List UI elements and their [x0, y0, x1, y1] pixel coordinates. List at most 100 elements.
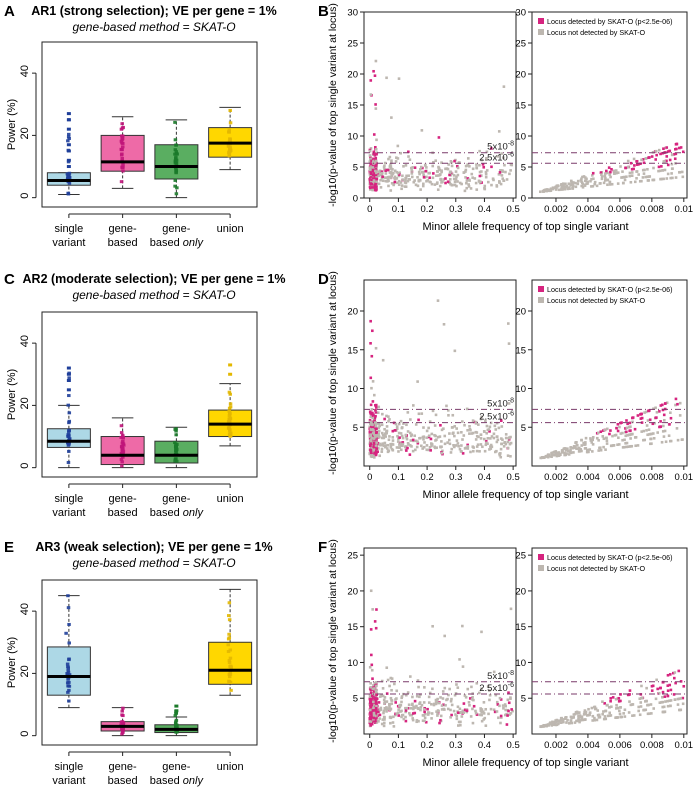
scatter-point — [485, 158, 489, 161]
threshold-label: 5x10-8 — [487, 670, 514, 682]
data-point — [120, 166, 125, 170]
scatter-point — [396, 711, 400, 715]
scatter-point — [600, 173, 603, 176]
data-point — [174, 169, 179, 173]
scatter-point — [666, 689, 670, 693]
scatter-point — [550, 721, 554, 725]
scatter-point — [407, 703, 411, 707]
scatter-point — [369, 704, 372, 708]
scatter-point — [478, 450, 481, 453]
scatter-point — [384, 179, 388, 183]
scatter-point — [380, 443, 384, 447]
scatter-point — [503, 703, 507, 706]
scatter-point — [452, 431, 455, 435]
scatter-point — [578, 448, 581, 451]
scatter-point — [638, 713, 642, 717]
scatter-point — [554, 188, 558, 191]
scatter-point — [450, 447, 454, 451]
scatter-point — [431, 176, 435, 180]
data-point — [67, 394, 71, 398]
scatter-point — [374, 59, 378, 63]
scatter-point — [419, 706, 423, 709]
scatter-point — [669, 704, 672, 708]
scatter-point — [369, 422, 372, 425]
outlier-point — [228, 363, 233, 367]
scatter-point — [371, 177, 375, 181]
y-tick-label: 20 — [515, 70, 526, 81]
scatter-point — [471, 707, 474, 711]
scatter-point — [448, 432, 451, 435]
scatter-point — [404, 447, 408, 451]
data-point — [67, 699, 71, 703]
scatter-point — [376, 450, 379, 453]
scatter-point — [419, 693, 422, 696]
scatter-point — [507, 436, 511, 440]
scatter-point — [450, 164, 454, 168]
scatter-point — [384, 706, 388, 710]
scatter-point — [415, 694, 419, 698]
y-tick-label: 5 — [521, 423, 526, 434]
scatter-point — [601, 429, 605, 432]
scatter-point — [431, 687, 434, 691]
scatter-point — [400, 715, 403, 719]
scatter-point — [674, 681, 677, 685]
scatter-point — [375, 441, 378, 444]
category-label: based only — [150, 775, 205, 787]
scatter-point — [462, 711, 465, 715]
scatter-point — [480, 174, 483, 177]
scatter-point — [681, 702, 685, 706]
scatter-point — [492, 708, 496, 712]
scatter-point — [370, 696, 374, 700]
y-tick-label: 40 — [19, 335, 31, 347]
scatter-point — [379, 708, 382, 711]
scatter-point — [542, 724, 546, 727]
scatter-point — [465, 186, 469, 190]
scatter-point — [544, 454, 548, 458]
data-point — [175, 442, 179, 446]
data-point — [67, 680, 71, 684]
scatter-point — [664, 440, 668, 444]
scatter-point — [469, 450, 472, 454]
x-tick-label: 0.01 — [675, 740, 694, 751]
scatter-point — [374, 696, 377, 700]
scatter-point — [372, 157, 376, 161]
scatter-point — [445, 698, 448, 702]
scatter-point — [475, 681, 479, 685]
scatter-point — [370, 178, 373, 182]
scatter-point — [374, 449, 377, 453]
scatter-point — [385, 447, 389, 450]
scatter-point — [666, 673, 670, 677]
scatter-point — [654, 149, 658, 153]
scatter-point — [593, 718, 596, 722]
scatter-point — [561, 182, 565, 185]
scatter-point — [495, 421, 499, 425]
scatter-point — [591, 443, 595, 446]
scatter-point — [589, 437, 592, 440]
scatter-point — [670, 172, 673, 175]
scatter-point — [566, 447, 569, 450]
scatter-point — [464, 176, 467, 179]
scatter-point — [375, 684, 378, 688]
scatter-point — [671, 167, 674, 170]
scatter-point — [644, 175, 647, 179]
scatter-point — [590, 441, 594, 444]
y-tick-label: 0 — [19, 731, 31, 737]
scatter-point — [499, 182, 503, 186]
data-point — [228, 108, 232, 112]
scatter-point — [489, 437, 492, 440]
data-point — [227, 130, 231, 134]
scatter-point — [406, 441, 410, 445]
scatter-point — [588, 711, 592, 714]
scatter-point — [394, 160, 398, 163]
scatter-point — [369, 452, 373, 456]
scatter-point — [374, 626, 378, 630]
scatter-point — [506, 454, 510, 457]
scatter-point — [489, 421, 493, 425]
scatter-point — [386, 175, 390, 179]
scatter-point — [490, 445, 494, 449]
scatter-point — [581, 185, 585, 189]
scatter-point — [498, 704, 501, 708]
scatter-point — [458, 658, 461, 661]
scatter-point — [406, 411, 410, 414]
scatter-point — [399, 419, 403, 423]
